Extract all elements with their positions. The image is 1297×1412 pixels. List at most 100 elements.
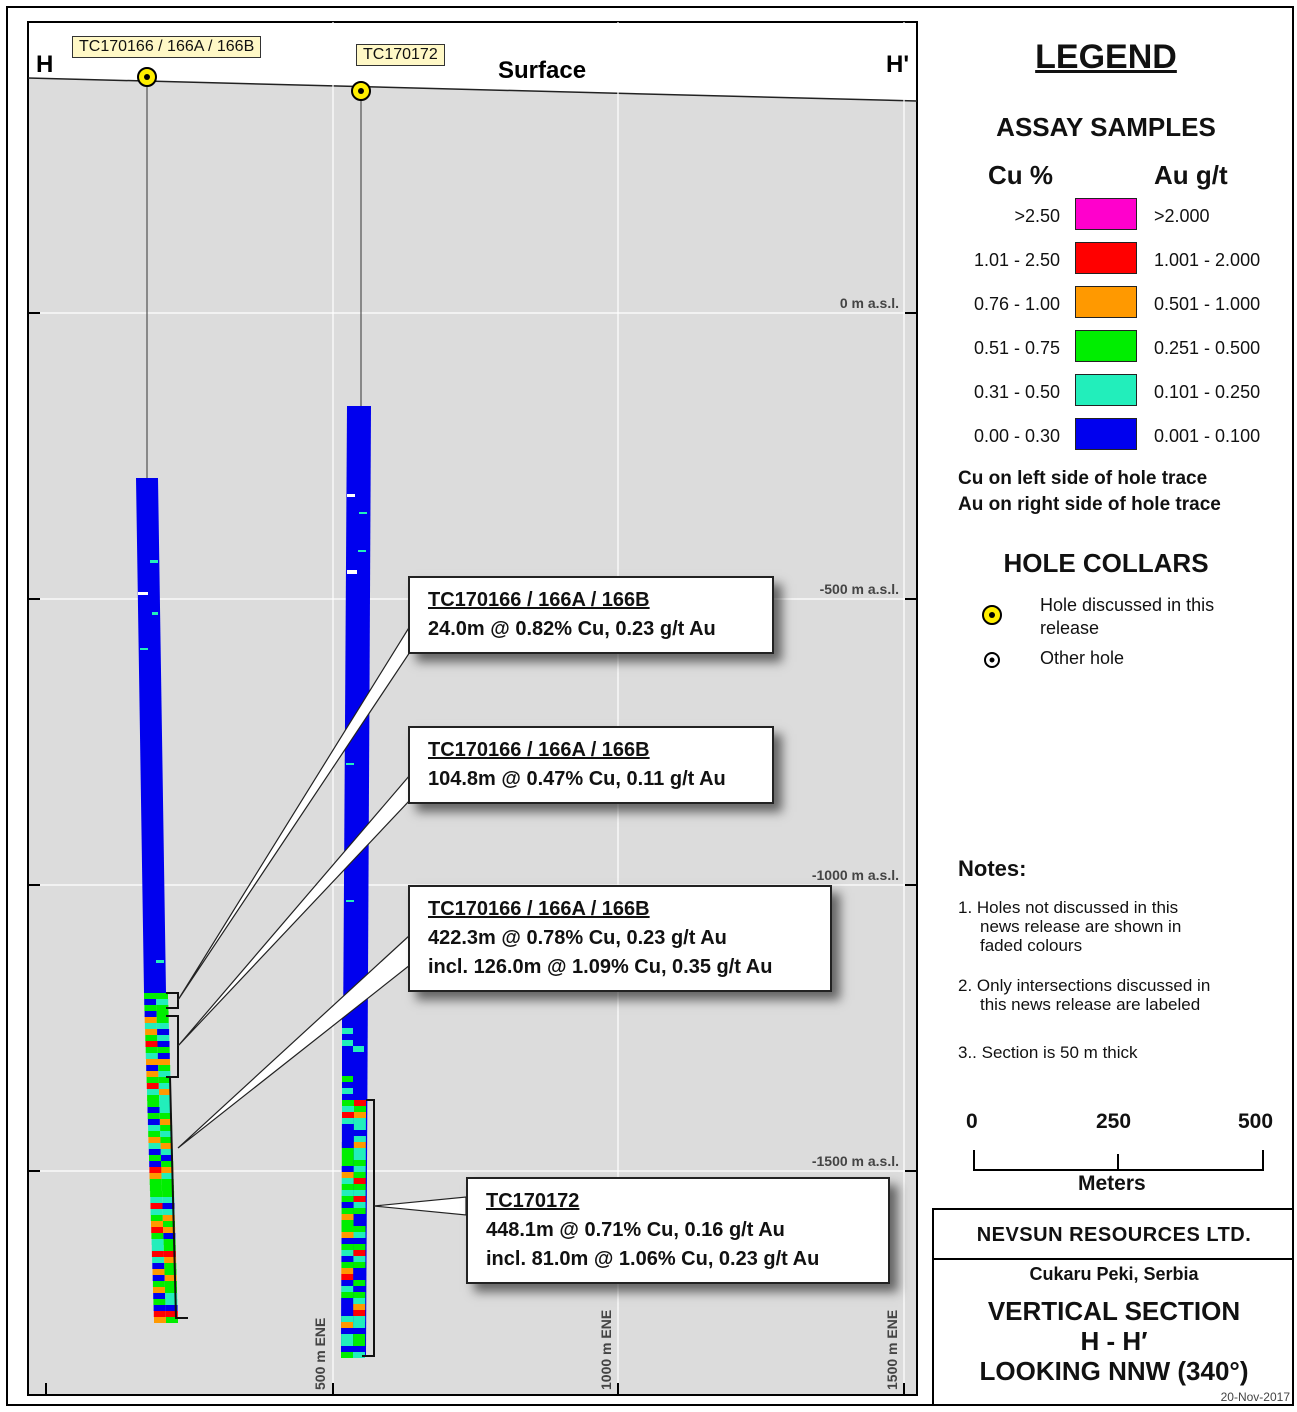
assay-interval [152, 1281, 165, 1287]
assay-interval [165, 1287, 177, 1293]
section-title-1: VERTICAL SECTION [987, 1296, 1241, 1326]
callout-hole-name: TC170166 / 166A / 166B [428, 739, 650, 761]
legend-au-range: >2.000 [1154, 206, 1210, 226]
assay-interval [159, 1113, 172, 1119]
assay-interval [163, 1239, 176, 1245]
assay-interval [146, 1077, 159, 1083]
assay-interval [342, 1076, 353, 1082]
assay-interval [341, 1310, 354, 1316]
assay-interval [144, 1017, 157, 1023]
callout-leaders [177, 623, 467, 1216]
assay-interval [341, 1166, 354, 1172]
assay-interval [353, 1238, 366, 1244]
section-label-left: H [36, 51, 53, 78]
assay-interval [160, 1125, 173, 1131]
assay-interval [162, 1215, 175, 1221]
hole-collars-title: HOLE COLLARS [1003, 548, 1209, 578]
assay-interval [353, 1094, 364, 1100]
legend-swatch [1075, 242, 1137, 274]
hole-2-assays [341, 406, 371, 1358]
assay-interval [151, 1251, 164, 1257]
assay-interval [353, 1298, 366, 1304]
assay-interval [353, 1142, 366, 1148]
assay-interval [353, 1202, 366, 1208]
assay-interval [342, 1022, 353, 1028]
note-2: 2. Only intersections discussed in this … [958, 976, 1211, 1014]
au-header: Au g/t [1154, 160, 1228, 190]
section-border [27, 21, 918, 1396]
assay-interval [341, 1322, 354, 1328]
assay-interval [353, 1250, 366, 1256]
assay-interval [353, 1148, 366, 1154]
assay-interval [150, 1209, 163, 1215]
callout-line: 448.1m @ 0.71% Cu, 0.16 g/t Au [486, 1219, 785, 1241]
elevation-label-500: -500 m a.s.l. [820, 581, 899, 597]
assay-interval [149, 1179, 162, 1185]
assay-interval [152, 1269, 165, 1275]
map-date: 20-Nov-2017 [1220, 1390, 1290, 1404]
assay-interval [341, 1292, 354, 1298]
assay-interval [353, 1226, 366, 1232]
legend-swatch [1075, 374, 1137, 406]
assay-interval [342, 1100, 354, 1106]
assay-interval [353, 1244, 366, 1250]
assay-interval [145, 1035, 158, 1041]
collar-tag-hole-1: TC170166 / 166A / 166B [72, 36, 262, 58]
assay-interval [341, 1304, 354, 1310]
collar-hole-2 [351, 81, 371, 101]
assay-interval [157, 1053, 170, 1059]
callout-hole-name: TC170166 / 166A / 166B [428, 898, 650, 920]
assay-interval [353, 1022, 364, 1028]
elevation-label-1000: -1000 m a.s.l. [812, 867, 899, 883]
assay-interval [160, 1143, 173, 1149]
assay-interval [153, 1305, 166, 1311]
legend-au-range: 0.251 - 0.500 [1154, 338, 1261, 358]
axis-ticks [28, 312, 917, 1395]
assay-interval [146, 1059, 158, 1065]
assay-interval [146, 1065, 159, 1071]
assay-interval [353, 1040, 364, 1046]
callout-line: 24.0m @ 0.82% Cu, 0.23 g/t Au [428, 618, 716, 640]
assay-interval [147, 1089, 159, 1095]
assay-interval [163, 1221, 175, 1227]
assay-interval [341, 1250, 354, 1256]
assay-interval [354, 1106, 366, 1112]
assay-interval [353, 1280, 366, 1286]
assay-interval [353, 1076, 364, 1082]
assay-interval [341, 1280, 354, 1286]
easting-label-500: 500 m ENE [312, 1318, 328, 1390]
assay-interval [353, 1130, 366, 1136]
assay-interval [341, 1346, 353, 1352]
assay-interval [163, 1227, 176, 1233]
assay-interval [162, 1209, 175, 1215]
legend-cu-range: >2.50 [1014, 206, 1060, 226]
assay-interval [151, 1239, 164, 1245]
assay-interval [160, 1137, 173, 1143]
collar-other-label: Other hole [1040, 648, 1125, 668]
section-title-3: LOOKING NNW (340°) [979, 1356, 1249, 1386]
assay-interval [353, 1028, 364, 1034]
assay-interval [144, 1011, 157, 1017]
assay-interval [161, 1161, 174, 1167]
assay-interval [342, 1034, 353, 1040]
intercept-brackets [166, 992, 375, 1357]
title-block: NEVSUN RESOURCES LTD. Cukaru Peki, Serbi… [932, 1208, 1294, 1406]
assay-interval [353, 1310, 366, 1316]
assay-interval [353, 1154, 366, 1160]
assay-interval [341, 1160, 354, 1166]
assay-interval [342, 1070, 353, 1076]
assay-interval [353, 1064, 364, 1070]
assay-interval [341, 1124, 354, 1130]
assay-interval [341, 1148, 354, 1154]
assay-interval [341, 1352, 353, 1358]
assay-interval [165, 1305, 178, 1311]
collar-hole-1 [137, 67, 157, 87]
assay-interval [353, 1274, 366, 1280]
assay-interval [150, 1215, 163, 1221]
assay-interval [149, 1167, 162, 1173]
assay-interval [341, 1238, 354, 1244]
assay-interval [341, 1208, 354, 1214]
legend-cu-range: 0.31 - 0.50 [973, 382, 1060, 402]
collar-tag-hole-2: TC170172 [356, 44, 445, 66]
assay-interval [353, 1118, 366, 1124]
